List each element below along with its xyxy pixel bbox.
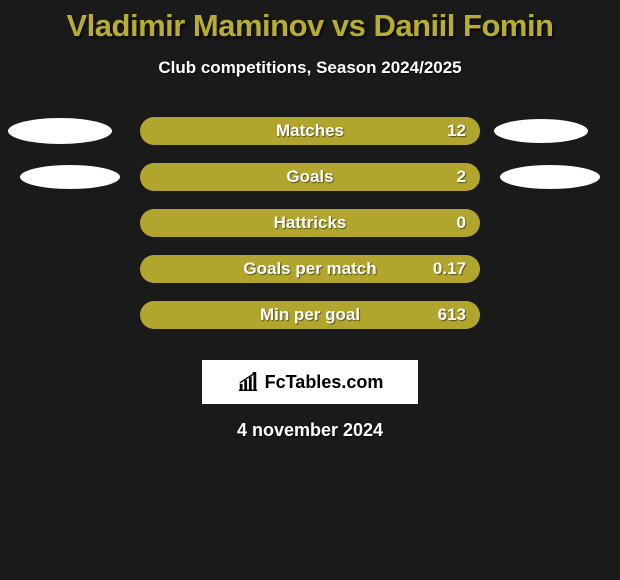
- stat-row: Goals 2: [0, 154, 620, 200]
- stat-value: 2: [457, 167, 466, 187]
- page-title: Vladimir Maminov vs Daniil Fomin: [0, 0, 620, 44]
- page-subtitle: Club competitions, Season 2024/2025: [0, 58, 620, 78]
- date-text: 4 november 2024: [0, 420, 620, 441]
- stat-value: 12: [447, 121, 466, 141]
- side-blob: [500, 165, 600, 189]
- stats-container: Matches 12 Goals 2 Hattricks 0 Goals per match…: [0, 108, 620, 338]
- stat-label: Matches: [276, 121, 344, 141]
- stat-bar: Matches 12: [140, 117, 480, 145]
- stat-label: Goals per match: [243, 259, 376, 279]
- bar-chart-icon: [237, 371, 259, 393]
- stat-value: 0: [457, 213, 466, 233]
- stat-label: Min per goal: [260, 305, 360, 325]
- stat-bar: Min per goal 613: [140, 301, 480, 329]
- stat-label: Hattricks: [274, 213, 347, 233]
- stat-bar: Hattricks 0: [140, 209, 480, 237]
- side-blob: [20, 165, 120, 189]
- stat-row: Hattricks 0: [0, 200, 620, 246]
- stat-row: Goals per match 0.17: [0, 246, 620, 292]
- side-blob: [8, 118, 112, 144]
- attribution-box: FcTables.com: [202, 360, 418, 404]
- stat-row: Min per goal 613: [0, 292, 620, 338]
- stat-value: 0.17: [433, 259, 466, 279]
- stat-bar: Goals 2: [140, 163, 480, 191]
- stat-bar: Goals per match 0.17: [140, 255, 480, 283]
- stat-value: 613: [438, 305, 466, 325]
- stat-row: Matches 12: [0, 108, 620, 154]
- attribution-text: FcTables.com: [265, 372, 384, 393]
- side-blob: [494, 119, 588, 143]
- stat-label: Goals: [286, 167, 333, 187]
